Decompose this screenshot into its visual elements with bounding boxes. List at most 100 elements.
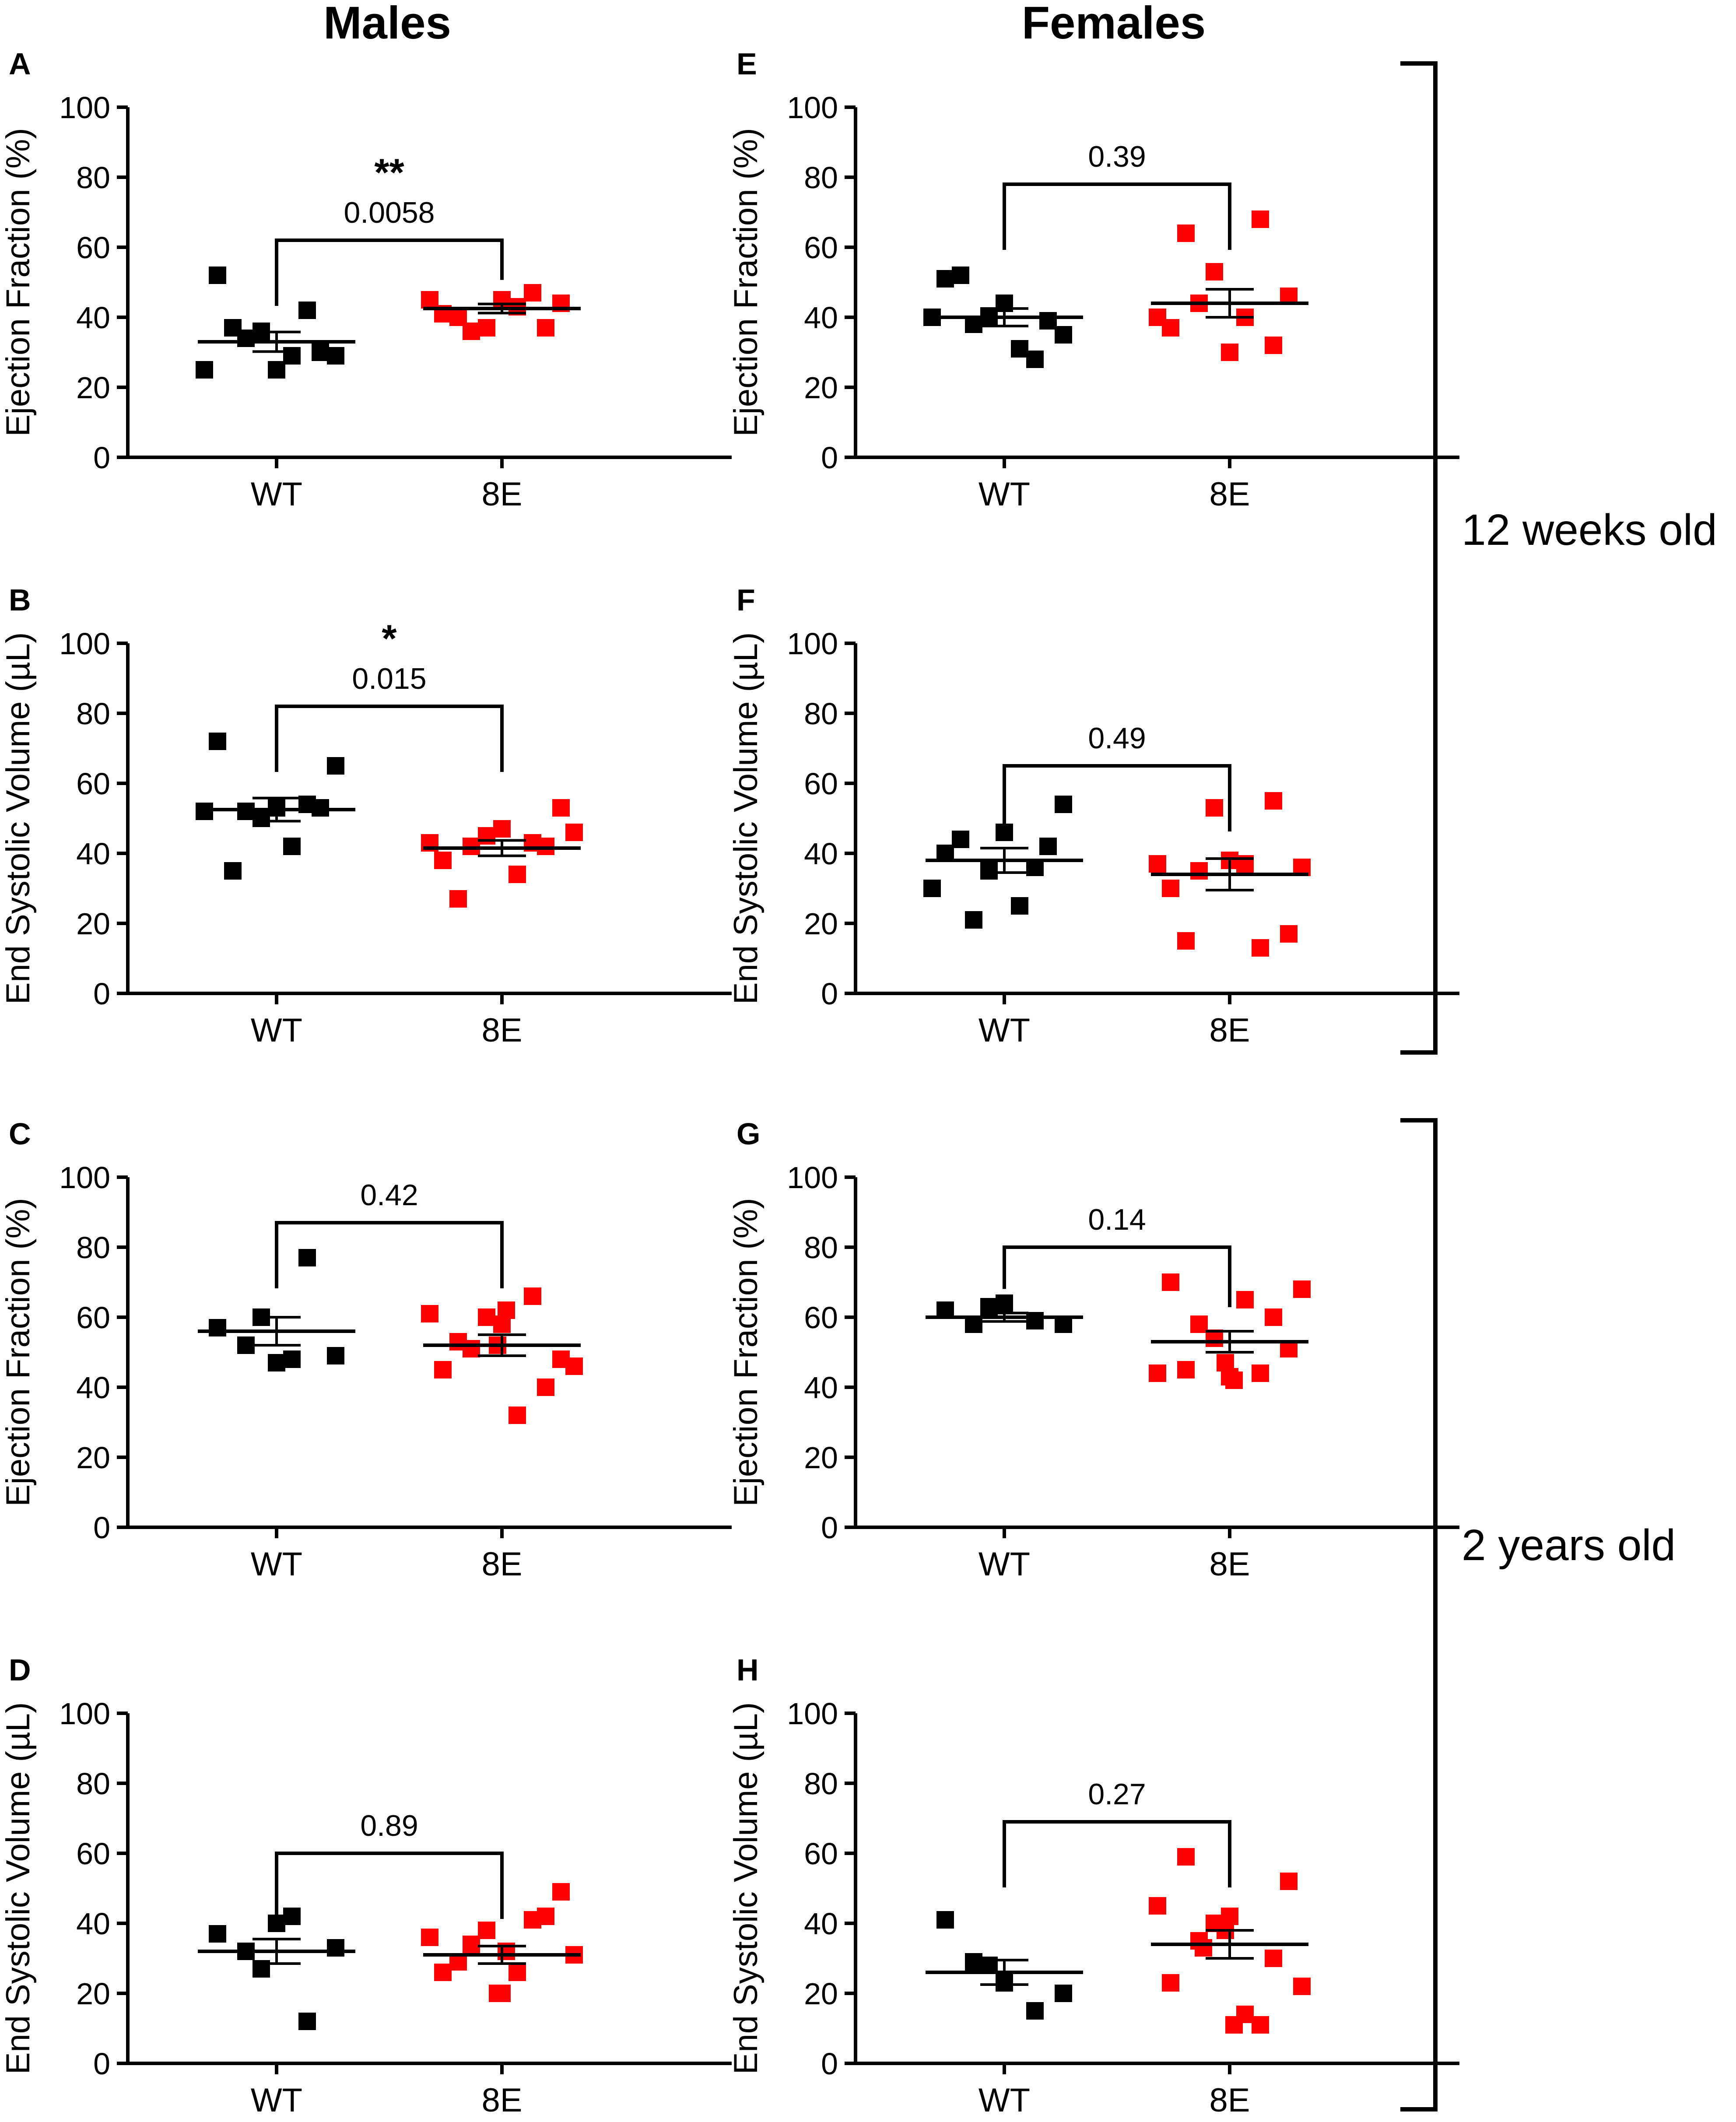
y-tick-label: 60: [76, 1837, 110, 1871]
data-point: [1177, 1848, 1195, 1866]
panel-letter: E: [736, 47, 757, 81]
panel-letter: D: [9, 1653, 31, 1687]
p-value-label: 0.89: [360, 1809, 418, 1842]
data-point: [923, 880, 941, 897]
data-point: [283, 347, 301, 365]
data-point: [1177, 932, 1195, 950]
data-point: [565, 824, 583, 841]
y-tick-label: 100: [59, 91, 110, 125]
data-point: [1162, 880, 1179, 897]
data-point: [283, 1908, 301, 1925]
data-point: [1252, 939, 1269, 957]
y-tick-label: 20: [804, 1977, 838, 2011]
data-point: [237, 1336, 255, 1354]
data-point: [965, 1953, 982, 1971]
y-tick-label: 0: [93, 2047, 110, 2081]
data-point: [1280, 925, 1298, 943]
data-point: [196, 361, 213, 379]
data-point: [524, 284, 541, 302]
data-point: [421, 1305, 438, 1322]
age-label-12-weeks: 12 weeks old: [1462, 505, 1717, 554]
comparison-bracket: [1003, 1820, 1231, 1887]
data-point: [1149, 309, 1166, 326]
data-point: [1252, 2016, 1269, 2034]
data-point: [209, 733, 226, 750]
y-tick-label: 20: [76, 1441, 110, 1475]
data-point: [1026, 351, 1044, 368]
data-point: [1217, 1354, 1234, 1371]
y-tick-label: 0: [821, 977, 838, 1011]
data-point: [478, 1922, 495, 1939]
data-point: [434, 1964, 452, 1981]
data-point: [1265, 792, 1282, 810]
y-tick-label: 0: [93, 977, 110, 1011]
y-tick-label: 20: [804, 1441, 838, 1475]
data-point: [1265, 1308, 1282, 1326]
y-tick-label: 40: [804, 1907, 838, 1941]
y-tick-label: 80: [76, 1767, 110, 1801]
y-tick-label: 100: [787, 91, 838, 125]
y-tick-label: 0: [821, 441, 838, 475]
y-tick-label: 60: [804, 231, 838, 265]
data-point: [478, 319, 495, 337]
data-point: [298, 2013, 316, 2030]
comparison-bracket: [275, 705, 504, 772]
y-axis-label: Ejection Fraction (%): [727, 128, 765, 436]
data-point: [1190, 862, 1208, 880]
x-tick-label: 8E: [482, 476, 523, 513]
x-tick-label: 8E: [1210, 1012, 1250, 1049]
data-point: [1011, 340, 1028, 358]
y-tick-label: 80: [804, 1767, 838, 1801]
data-point: [434, 1361, 452, 1378]
y-tick-label: 40: [76, 301, 110, 335]
y-tick-label: 80: [76, 1231, 110, 1265]
x-tick-label: WT: [978, 476, 1030, 513]
data-point: [1195, 1939, 1212, 1957]
panel-c: C 0 20 40 60 80 100 Ejection Fraction (%) WT 8E 0.…: [0, 1117, 732, 1583]
data-point: [268, 361, 285, 379]
panel-g: G 0 20 40 60 80 100 Ejection Fraction (%) WT 8E 0.…: [727, 1117, 1459, 1583]
data-point: [965, 911, 982, 929]
y-tick-label: 80: [76, 161, 110, 195]
panel-d: D 0 20 40 60 80 100 End Systolic Volume (µL) WT 8…: [0, 1653, 732, 2119]
data-point: [449, 1333, 467, 1350]
p-value-label: 0.015: [352, 662, 426, 695]
x-tick-label: 8E: [1210, 2082, 1250, 2119]
panel-f: F 0 20 40 60 80 100 End Systolic Volume (µL) WT 8…: [727, 583, 1459, 1049]
data-point: [1026, 2002, 1044, 2020]
y-tick-label: 80: [804, 697, 838, 731]
data-point: [298, 1249, 316, 1266]
p-value-label: 0.49: [1088, 722, 1146, 755]
data-point: [1206, 799, 1223, 817]
y-tick-label: 100: [787, 1161, 838, 1195]
p-value-label: 0.27: [1088, 1778, 1146, 1811]
data-point: [1162, 1273, 1179, 1291]
data-point: [1236, 1291, 1254, 1308]
data-point: [209, 1319, 226, 1336]
data-point: [327, 1939, 344, 1957]
data-point: [327, 347, 344, 365]
data-point: [224, 319, 242, 337]
y-axis-label: End Systolic Volume (µL): [727, 632, 765, 1005]
data-point: [327, 1347, 344, 1364]
x-tick-label: 8E: [482, 1012, 523, 1049]
data-point: [1252, 210, 1269, 228]
data-point: [936, 270, 954, 288]
y-tick-label: 80: [804, 161, 838, 195]
data-point: [996, 1294, 1013, 1312]
data-point: [1149, 855, 1166, 873]
y-tick-label: 40: [804, 837, 838, 871]
data-point: [996, 824, 1013, 841]
y-tick-label: 100: [787, 627, 838, 661]
column-header-males: Males: [323, 0, 451, 49]
data-point: [509, 1964, 526, 1981]
x-tick-label: WT: [251, 476, 302, 513]
y-tick-label: 100: [59, 627, 110, 661]
data-point: [952, 267, 969, 284]
x-tick-label: WT: [251, 1012, 302, 1049]
data-point: [1162, 1974, 1179, 1992]
panel-letter: F: [736, 583, 755, 617]
age-label-2-years: 2 years old: [1462, 1521, 1676, 1570]
panel-letter: B: [9, 583, 31, 617]
